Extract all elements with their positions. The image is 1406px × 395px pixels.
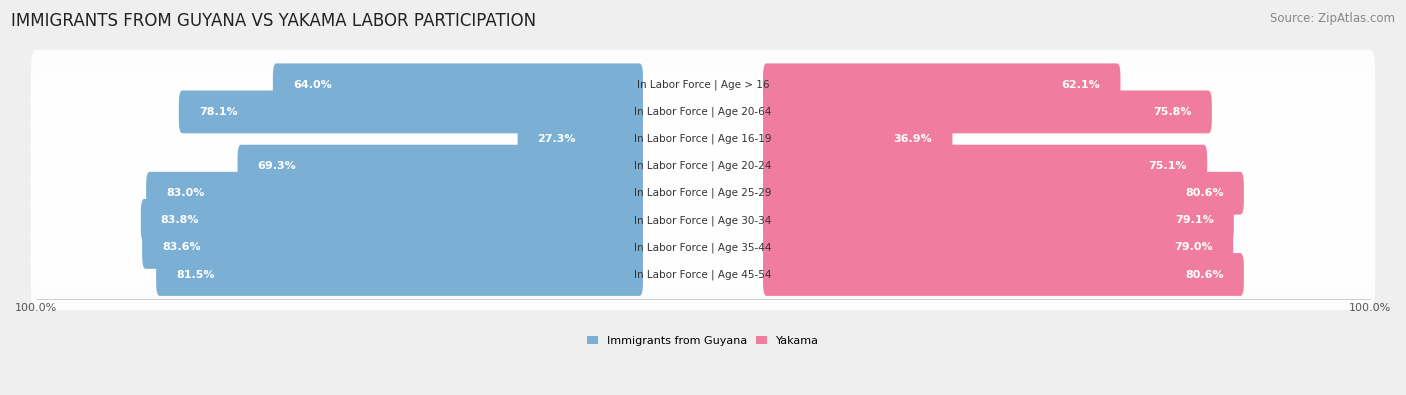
FancyBboxPatch shape bbox=[238, 145, 643, 188]
Text: In Labor Force | Age 25-29: In Labor Force | Age 25-29 bbox=[634, 188, 772, 198]
FancyBboxPatch shape bbox=[31, 239, 1375, 310]
FancyBboxPatch shape bbox=[179, 90, 643, 134]
Text: 69.3%: 69.3% bbox=[257, 161, 297, 171]
Text: 36.9%: 36.9% bbox=[894, 134, 932, 144]
Text: In Labor Force | Age 20-64: In Labor Force | Age 20-64 bbox=[634, 107, 772, 117]
Text: 83.8%: 83.8% bbox=[160, 215, 200, 225]
Text: 64.0%: 64.0% bbox=[292, 80, 332, 90]
Text: In Labor Force | Age 16-19: In Labor Force | Age 16-19 bbox=[634, 134, 772, 144]
Text: 75.8%: 75.8% bbox=[1153, 107, 1192, 117]
FancyBboxPatch shape bbox=[156, 253, 643, 296]
Text: 27.3%: 27.3% bbox=[537, 134, 576, 144]
Text: 78.1%: 78.1% bbox=[198, 107, 238, 117]
Text: 80.6%: 80.6% bbox=[1185, 188, 1223, 198]
Text: In Labor Force | Age > 16: In Labor Force | Age > 16 bbox=[637, 79, 769, 90]
Text: In Labor Force | Age 35-44: In Labor Force | Age 35-44 bbox=[634, 242, 772, 253]
FancyBboxPatch shape bbox=[763, 253, 1244, 296]
FancyBboxPatch shape bbox=[31, 50, 1375, 120]
Text: Source: ZipAtlas.com: Source: ZipAtlas.com bbox=[1270, 12, 1395, 25]
Text: 79.0%: 79.0% bbox=[1174, 243, 1213, 252]
FancyBboxPatch shape bbox=[763, 118, 952, 160]
Legend: Immigrants from Guyana, Yakama: Immigrants from Guyana, Yakama bbox=[586, 336, 820, 346]
FancyBboxPatch shape bbox=[141, 199, 643, 242]
FancyBboxPatch shape bbox=[142, 226, 643, 269]
Text: In Labor Force | Age 20-24: In Labor Force | Age 20-24 bbox=[634, 161, 772, 171]
FancyBboxPatch shape bbox=[763, 172, 1244, 214]
Text: 75.1%: 75.1% bbox=[1149, 161, 1187, 171]
FancyBboxPatch shape bbox=[763, 145, 1208, 188]
FancyBboxPatch shape bbox=[517, 118, 643, 160]
FancyBboxPatch shape bbox=[146, 172, 643, 214]
Text: 81.5%: 81.5% bbox=[176, 269, 215, 280]
FancyBboxPatch shape bbox=[763, 90, 1212, 134]
Text: 79.1%: 79.1% bbox=[1175, 215, 1213, 225]
FancyBboxPatch shape bbox=[763, 226, 1233, 269]
FancyBboxPatch shape bbox=[763, 199, 1234, 242]
FancyBboxPatch shape bbox=[31, 185, 1375, 256]
FancyBboxPatch shape bbox=[31, 104, 1375, 174]
FancyBboxPatch shape bbox=[31, 131, 1375, 201]
Text: 83.6%: 83.6% bbox=[162, 243, 201, 252]
FancyBboxPatch shape bbox=[31, 77, 1375, 147]
Text: 83.0%: 83.0% bbox=[166, 188, 204, 198]
FancyBboxPatch shape bbox=[31, 212, 1375, 283]
Text: 62.1%: 62.1% bbox=[1062, 80, 1101, 90]
Text: IMMIGRANTS FROM GUYANA VS YAKAMA LABOR PARTICIPATION: IMMIGRANTS FROM GUYANA VS YAKAMA LABOR P… bbox=[11, 12, 536, 30]
Text: In Labor Force | Age 30-34: In Labor Force | Age 30-34 bbox=[634, 215, 772, 226]
FancyBboxPatch shape bbox=[273, 64, 643, 106]
FancyBboxPatch shape bbox=[763, 64, 1121, 106]
Text: 80.6%: 80.6% bbox=[1185, 269, 1223, 280]
Text: In Labor Force | Age 45-54: In Labor Force | Age 45-54 bbox=[634, 269, 772, 280]
FancyBboxPatch shape bbox=[31, 158, 1375, 228]
